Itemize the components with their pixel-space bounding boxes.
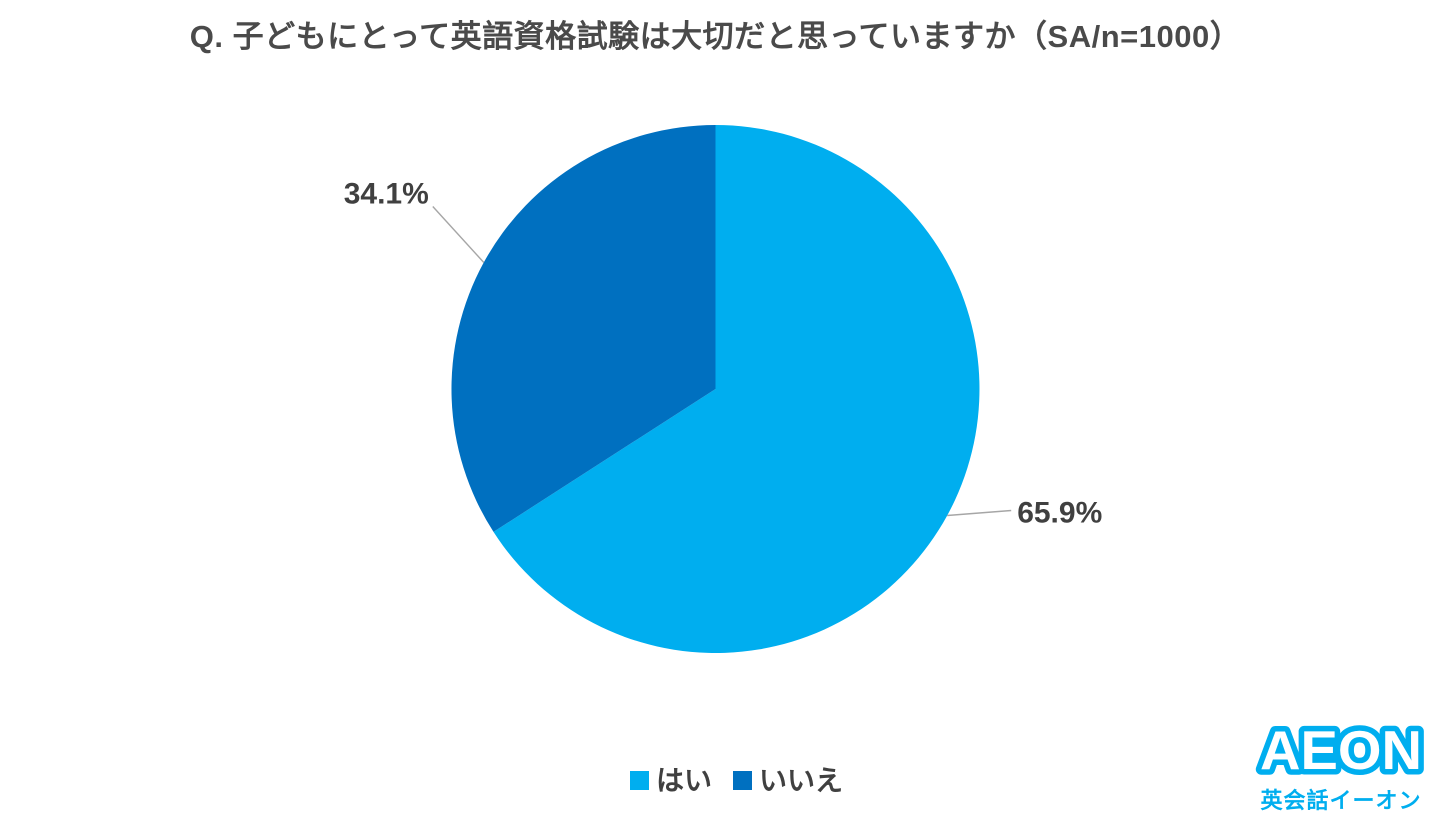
- leader-line-iie: [432, 206, 485, 263]
- data-label-hai: 65.9%: [1017, 497, 1102, 530]
- pie-slice-iie: [451, 125, 716, 532]
- legend-swatch-hai-icon: [630, 771, 649, 790]
- legend-label-hai: はい: [656, 765, 713, 796]
- chart-title: Q. 子どもにとって英語資格試験は大切だと思っていますか（SA/n=1000）: [189, 19, 1242, 54]
- legend-label-iie: いいえ: [759, 765, 844, 796]
- data-label-iie: 34.1%: [344, 178, 429, 211]
- legend-item-hai: はい: [630, 759, 712, 799]
- legend-swatch-iie-icon: [733, 771, 753, 790]
- aeon-logo-text: AEON: [1260, 719, 1422, 781]
- aeon-logo-wordmark-icon: AEON: [1255, 714, 1428, 787]
- legend: はい いいえ: [630, 759, 843, 799]
- aeon-logo: AEON 英会話イーオン: [1252, 714, 1430, 815]
- aeon-logo-subtitle: 英会話イーオン: [1260, 788, 1422, 813]
- leader-line-hai: [947, 509, 1012, 517]
- legend-item-iie: いいえ: [733, 759, 843, 799]
- pie-slice-hai: [493, 125, 980, 653]
